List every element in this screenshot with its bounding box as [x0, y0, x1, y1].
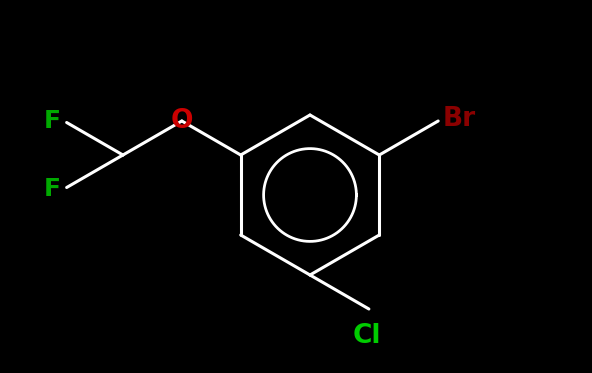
Text: F: F — [44, 178, 60, 201]
Text: F: F — [44, 109, 60, 132]
Text: Br: Br — [442, 106, 475, 132]
Text: Cl: Cl — [353, 323, 381, 349]
Text: O: O — [170, 108, 193, 134]
